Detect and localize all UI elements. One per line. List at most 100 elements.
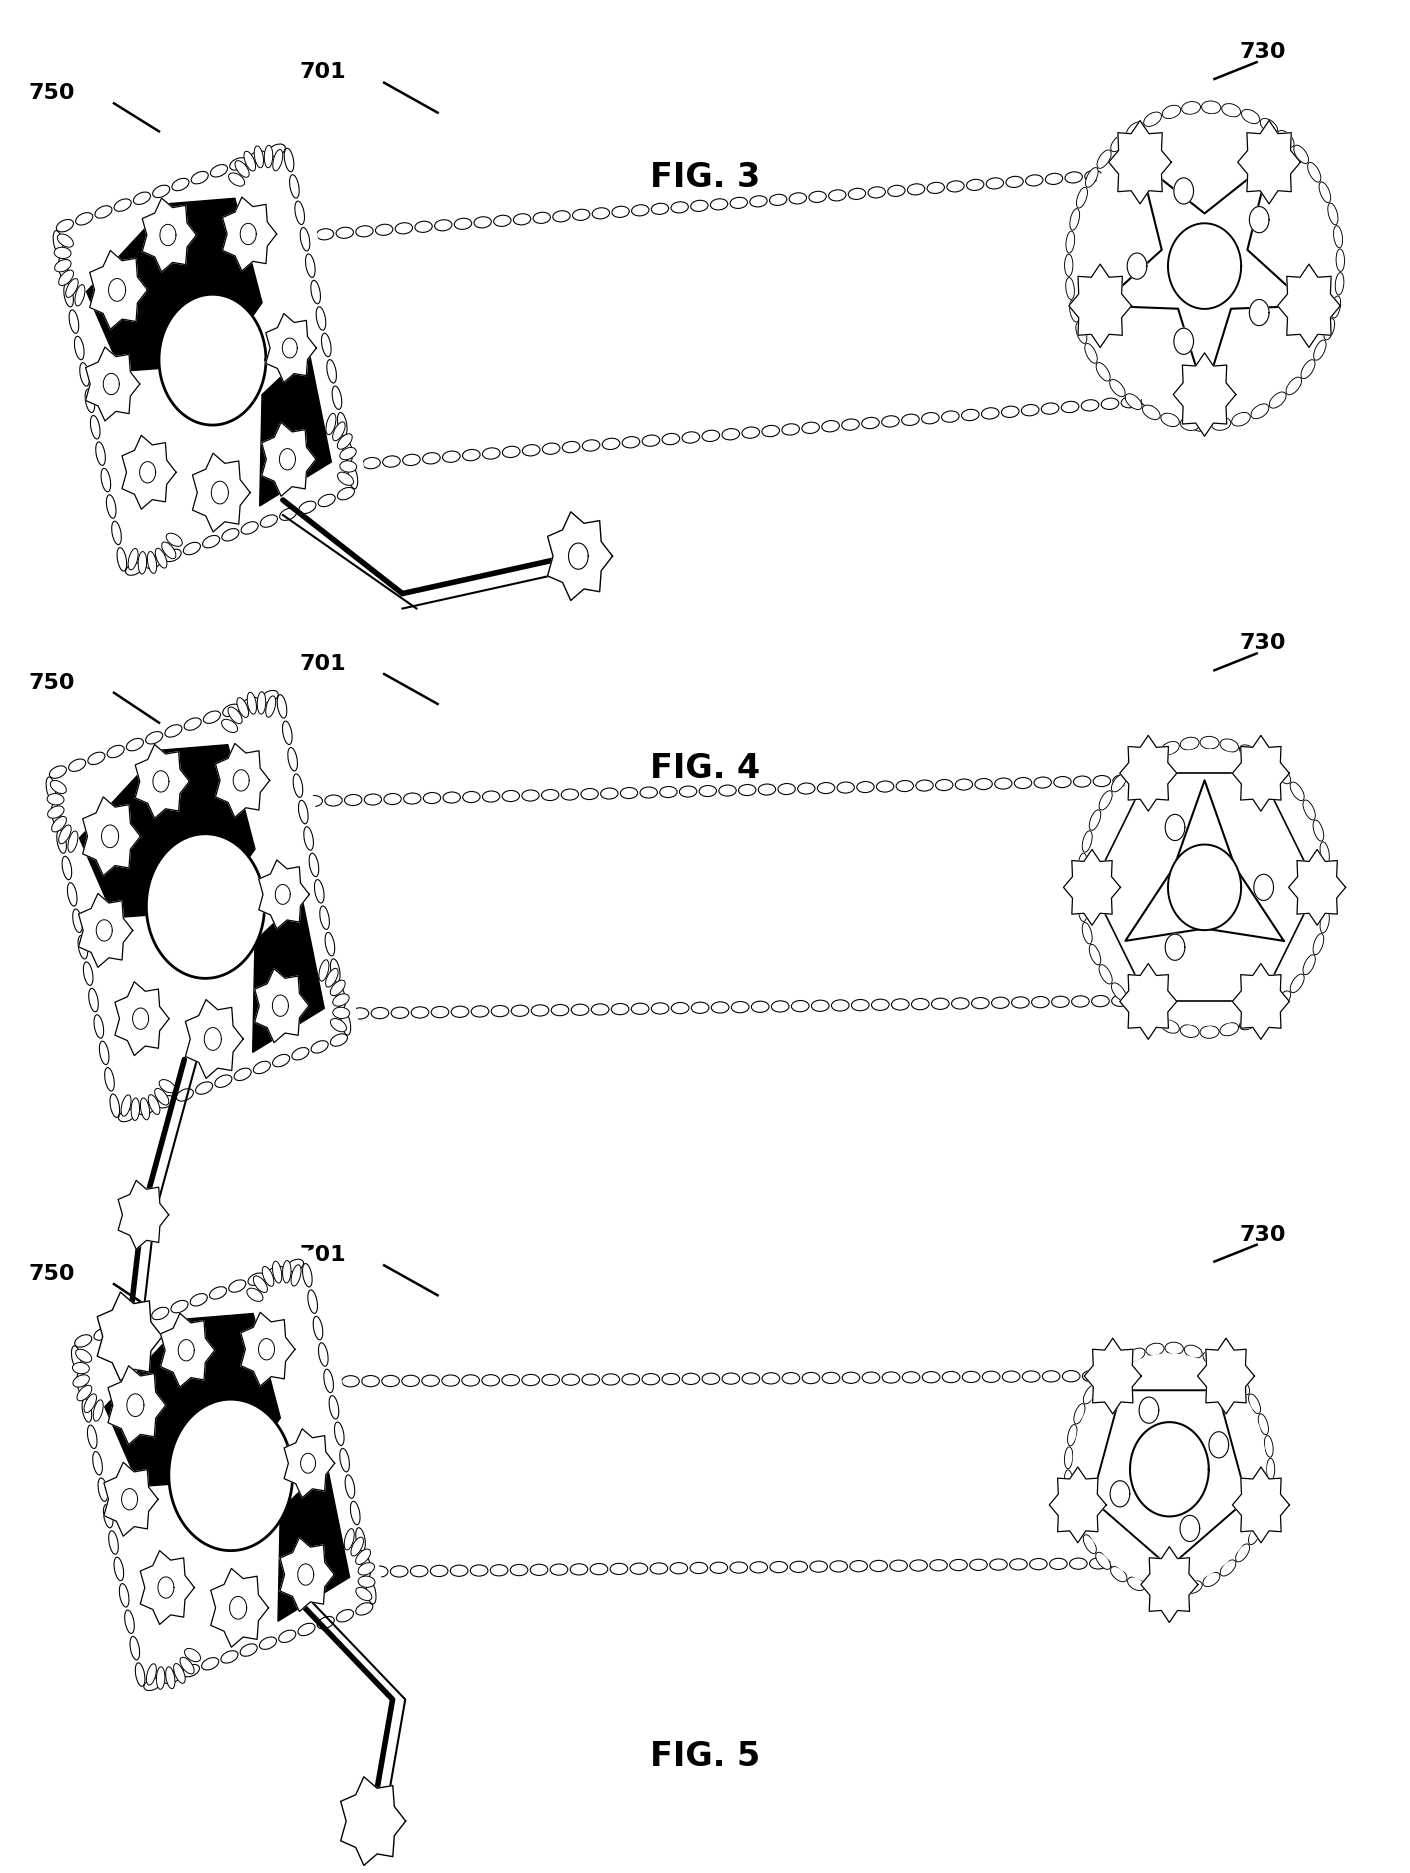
Ellipse shape <box>1091 996 1110 1008</box>
Ellipse shape <box>99 1478 107 1502</box>
Ellipse shape <box>1112 775 1131 787</box>
Polygon shape <box>142 199 196 273</box>
Ellipse shape <box>830 1560 847 1571</box>
Ellipse shape <box>611 1564 627 1575</box>
Polygon shape <box>133 1008 148 1030</box>
Ellipse shape <box>268 144 285 157</box>
Ellipse shape <box>1142 749 1160 764</box>
Ellipse shape <box>1280 942 1292 963</box>
Ellipse shape <box>422 1375 440 1386</box>
Ellipse shape <box>1152 995 1169 1006</box>
Ellipse shape <box>340 1448 350 1472</box>
Ellipse shape <box>474 217 491 229</box>
Ellipse shape <box>371 1008 389 1019</box>
Ellipse shape <box>1076 187 1087 210</box>
Ellipse shape <box>307 1290 317 1313</box>
Ellipse shape <box>651 1004 668 1015</box>
Ellipse shape <box>1065 172 1083 184</box>
Ellipse shape <box>166 1667 175 1689</box>
Ellipse shape <box>809 193 826 204</box>
Polygon shape <box>259 860 309 929</box>
Ellipse shape <box>739 785 756 796</box>
Ellipse shape <box>1285 824 1296 845</box>
Text: 730: 730 <box>1239 41 1286 62</box>
Ellipse shape <box>99 1041 109 1066</box>
Ellipse shape <box>282 1261 290 1283</box>
Ellipse shape <box>790 193 807 204</box>
Ellipse shape <box>1079 901 1087 922</box>
Ellipse shape <box>331 1008 348 1019</box>
Ellipse shape <box>351 1502 360 1525</box>
Ellipse shape <box>62 856 72 880</box>
Polygon shape <box>262 423 316 496</box>
Ellipse shape <box>1335 273 1344 296</box>
Polygon shape <box>1084 1339 1141 1414</box>
Ellipse shape <box>85 901 93 923</box>
Polygon shape <box>1165 815 1184 841</box>
Ellipse shape <box>329 1395 338 1420</box>
Ellipse shape <box>1014 777 1032 789</box>
Ellipse shape <box>1083 1371 1100 1382</box>
Text: 702: 702 <box>110 290 157 311</box>
Ellipse shape <box>502 790 519 802</box>
Ellipse shape <box>334 1422 344 1446</box>
Polygon shape <box>1175 178 1193 204</box>
Ellipse shape <box>711 200 728 212</box>
Polygon shape <box>159 225 176 247</box>
Ellipse shape <box>890 1560 908 1571</box>
Ellipse shape <box>522 790 539 802</box>
Ellipse shape <box>1098 790 1112 811</box>
Polygon shape <box>1139 1397 1159 1423</box>
Ellipse shape <box>783 425 799 436</box>
Ellipse shape <box>1090 1558 1107 1570</box>
Ellipse shape <box>1183 163 1200 174</box>
Ellipse shape <box>131 1098 140 1120</box>
Ellipse shape <box>1201 391 1218 403</box>
Ellipse shape <box>83 963 93 985</box>
Ellipse shape <box>102 1498 111 1517</box>
Ellipse shape <box>443 451 460 463</box>
Ellipse shape <box>1003 1371 1019 1382</box>
Polygon shape <box>135 745 189 819</box>
Ellipse shape <box>138 553 147 575</box>
Ellipse shape <box>888 185 905 197</box>
Ellipse shape <box>337 435 352 450</box>
Ellipse shape <box>415 223 433 234</box>
Ellipse shape <box>730 1562 747 1573</box>
Ellipse shape <box>430 1566 448 1577</box>
Ellipse shape <box>230 159 247 170</box>
Ellipse shape <box>1079 854 1087 877</box>
Ellipse shape <box>337 472 354 487</box>
Ellipse shape <box>144 1678 161 1691</box>
Ellipse shape <box>104 1425 116 1442</box>
Ellipse shape <box>244 152 255 172</box>
Ellipse shape <box>832 1000 849 1011</box>
Ellipse shape <box>152 185 169 199</box>
Ellipse shape <box>591 1564 608 1575</box>
Ellipse shape <box>850 1560 867 1571</box>
Polygon shape <box>282 339 298 360</box>
Ellipse shape <box>293 775 303 798</box>
Ellipse shape <box>1074 1515 1086 1536</box>
Ellipse shape <box>330 1019 347 1032</box>
Ellipse shape <box>125 564 142 577</box>
Ellipse shape <box>355 1528 365 1551</box>
Ellipse shape <box>1042 405 1059 416</box>
Ellipse shape <box>403 455 420 466</box>
Ellipse shape <box>582 1375 599 1386</box>
Ellipse shape <box>295 202 305 225</box>
Ellipse shape <box>1144 112 1162 127</box>
Ellipse shape <box>1183 1556 1198 1570</box>
Ellipse shape <box>811 1000 829 1011</box>
Ellipse shape <box>391 1008 409 1019</box>
Ellipse shape <box>228 708 243 725</box>
Ellipse shape <box>51 781 66 794</box>
Ellipse shape <box>110 1094 120 1118</box>
Ellipse shape <box>1180 418 1198 431</box>
Ellipse shape <box>946 182 964 193</box>
Polygon shape <box>1165 935 1184 961</box>
Ellipse shape <box>1232 414 1251 427</box>
Ellipse shape <box>1259 787 1275 805</box>
Ellipse shape <box>412 1008 429 1019</box>
Ellipse shape <box>434 221 453 232</box>
